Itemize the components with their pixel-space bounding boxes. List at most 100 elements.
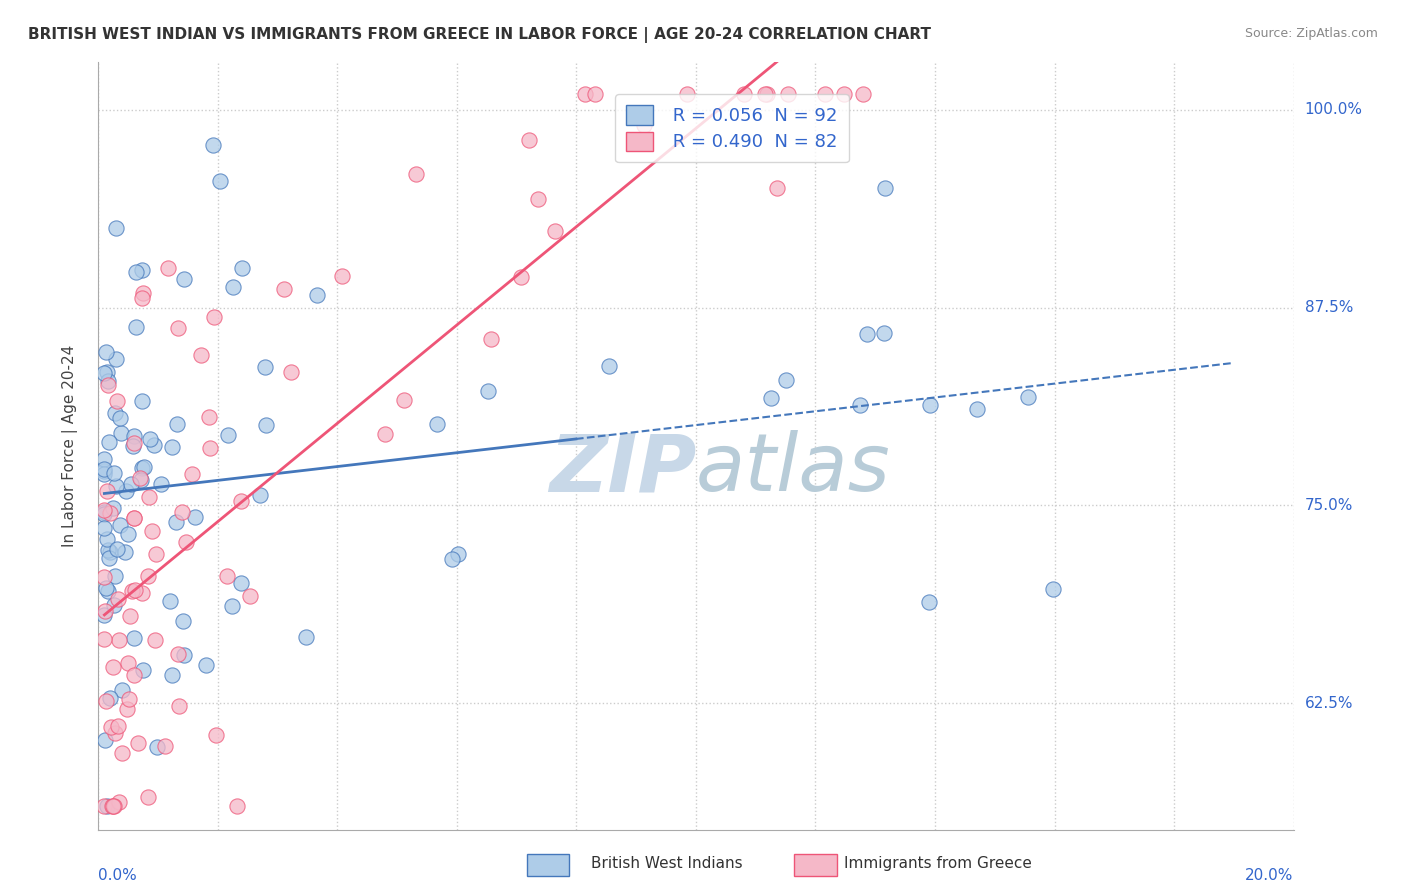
- Point: [280, 365, 302, 379]
- Point: [124, 668, 146, 682]
- Point: [93, 467, 115, 482]
- Point: [190, 347, 212, 361]
- Point: [108, 410, 131, 425]
- Point: [229, 575, 252, 590]
- Point: [105, 479, 128, 493]
- Point: [229, 494, 252, 508]
- Point: [226, 798, 249, 813]
- Text: Source: ZipAtlas.com: Source: ZipAtlas.com: [1244, 27, 1378, 40]
- Point: [101, 660, 124, 674]
- Point: [93, 505, 115, 519]
- Point: [139, 432, 162, 446]
- Point: [120, 477, 142, 491]
- Point: [104, 221, 127, 235]
- Point: [162, 440, 184, 454]
- Point: [332, 268, 354, 283]
- Point: [633, 118, 655, 132]
- Point: [766, 181, 789, 195]
- Point: [217, 428, 239, 442]
- Text: 0.0%: 0.0%: [98, 869, 138, 883]
- Point: [101, 798, 124, 813]
- Point: [173, 648, 195, 663]
- Point: [273, 282, 295, 296]
- Point: [93, 366, 115, 380]
- Text: 62.5%: 62.5%: [1305, 696, 1353, 711]
- Point: [122, 435, 145, 450]
- Point: [249, 488, 271, 502]
- Point: [97, 542, 120, 557]
- Point: [136, 790, 159, 805]
- Point: [195, 658, 218, 673]
- Point: [156, 260, 179, 275]
- Point: [153, 739, 176, 753]
- Point: [105, 542, 128, 557]
- Point: [132, 460, 155, 475]
- Point: [105, 393, 128, 408]
- Y-axis label: In Labor Force | Age 20-24: In Labor Force | Age 20-24: [62, 345, 77, 547]
- Legend:  R = 0.056  N = 92,  R = 0.490  N = 82: R = 0.056 N = 92, R = 0.490 N = 82: [614, 95, 849, 162]
- Point: [93, 521, 115, 535]
- Point: [1017, 390, 1039, 404]
- Point: [122, 511, 145, 525]
- Point: [966, 401, 988, 416]
- Point: [100, 720, 122, 734]
- Point: [676, 87, 699, 101]
- Text: British West Indians: British West Indians: [591, 856, 742, 871]
- Point: [122, 511, 145, 525]
- Point: [426, 417, 449, 432]
- Point: [510, 270, 533, 285]
- Point: [221, 279, 243, 293]
- Point: [146, 739, 169, 754]
- Point: [96, 365, 118, 379]
- Point: [447, 547, 470, 561]
- Point: [129, 471, 152, 485]
- Point: [598, 359, 620, 373]
- Point: [104, 406, 127, 420]
- Point: [150, 477, 173, 491]
- Point: [96, 694, 118, 708]
- Point: [813, 87, 835, 101]
- Point: [124, 582, 146, 597]
- Point: [110, 518, 132, 533]
- Point: [583, 87, 606, 101]
- Point: [849, 398, 872, 412]
- Point: [96, 798, 118, 813]
- Point: [107, 592, 129, 607]
- Point: [479, 332, 502, 346]
- Point: [101, 500, 124, 515]
- Point: [775, 373, 797, 387]
- Point: [97, 551, 120, 566]
- Point: [166, 647, 188, 661]
- Point: [131, 263, 153, 277]
- Point: [756, 87, 779, 101]
- Point: [94, 581, 117, 595]
- Point: [131, 473, 153, 487]
- Point: [165, 515, 187, 529]
- Point: [122, 429, 145, 443]
- Point: [117, 526, 139, 541]
- Point: [93, 604, 115, 618]
- Point: [183, 510, 205, 524]
- Point: [167, 321, 190, 335]
- Point: [441, 552, 464, 566]
- Point: [115, 484, 138, 499]
- Point: [114, 545, 136, 559]
- Point: [392, 392, 415, 407]
- Point: [305, 287, 328, 301]
- Point: [107, 719, 129, 733]
- Point: [98, 435, 121, 450]
- Point: [142, 438, 165, 452]
- Point: [180, 467, 202, 481]
- Point: [98, 544, 121, 558]
- Point: [920, 398, 942, 412]
- Point: [118, 608, 141, 623]
- Point: [103, 466, 125, 480]
- Point: [167, 698, 190, 713]
- Point: [221, 599, 243, 614]
- Text: 87.5%: 87.5%: [1305, 300, 1353, 315]
- Point: [125, 319, 148, 334]
- Point: [132, 664, 155, 678]
- Point: [103, 599, 125, 613]
- Point: [145, 547, 167, 561]
- Point: [852, 87, 875, 101]
